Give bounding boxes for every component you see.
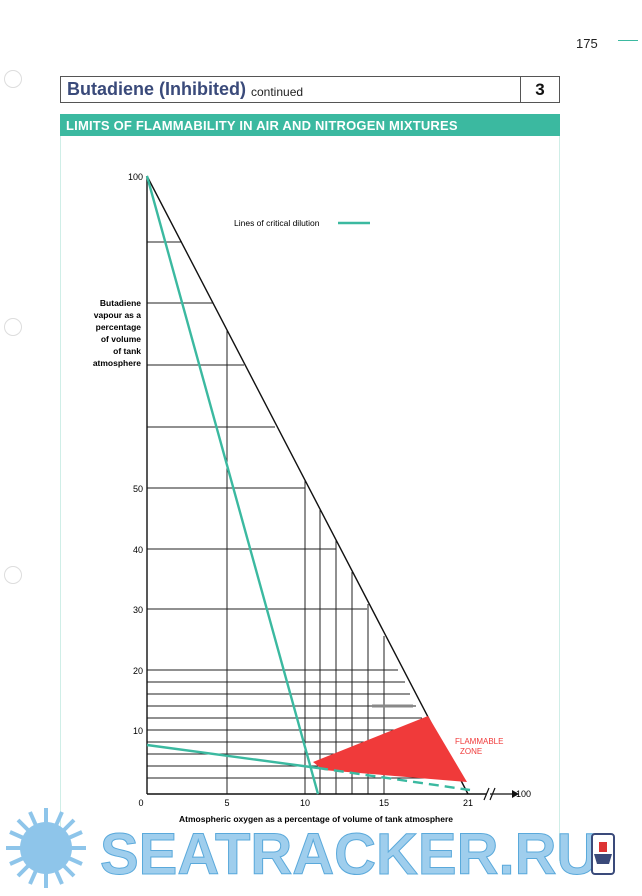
y-tick-label: 30	[133, 605, 143, 615]
punch-hole	[4, 70, 22, 88]
x-end-label: 100	[516, 789, 531, 799]
punch-hole	[4, 318, 22, 336]
legend-label: Lines of critical dilution	[234, 218, 320, 228]
arrow-right-icon	[512, 790, 519, 798]
grid-horizontal	[147, 241, 457, 779]
x-tick-labels: 0 5 10 15 21	[138, 798, 473, 808]
y-tick-label: 20	[133, 666, 143, 676]
page-title: Butadiene (Inhibited)	[67, 79, 246, 99]
page-subtitle: continued	[251, 84, 304, 99]
y-label-line: of tank	[113, 346, 141, 356]
x-tick-label: 5	[224, 798, 229, 808]
x-tick-label: 21	[463, 798, 473, 808]
critical-line-dashed	[317, 766, 471, 792]
diagonal-boundary	[146, 175, 469, 795]
x-axis-label: Atmospheric oxygen as a percentage of vo…	[179, 814, 453, 824]
section-number: 3	[520, 77, 559, 102]
margin-rule	[559, 136, 560, 861]
header-box: Butadiene (Inhibited) continued 3	[60, 76, 560, 103]
grid-vertical	[226, 330, 385, 794]
y-label-line: atmosphere	[93, 358, 141, 368]
margin-rule	[60, 136, 61, 861]
page-number: 175	[576, 36, 598, 51]
x-tick-label: 0	[138, 798, 143, 808]
y-tick-label: 10	[133, 726, 143, 736]
y-label-line: percentage	[96, 322, 142, 332]
y-tick-label: 50	[133, 484, 143, 494]
y-tick-labels: 100 50 40 30 20 10	[128, 172, 143, 736]
y-tick-label: 40	[133, 545, 143, 555]
critical-line-lower	[146, 743, 319, 770]
x-tick-label: 10	[300, 798, 310, 808]
y-tick-label: 100	[128, 172, 143, 182]
critical-dilution-lines	[145, 175, 471, 795]
y-label-line: vapour as a	[94, 310, 142, 320]
punch-hole	[4, 566, 22, 584]
y-label-line: of volume	[101, 334, 141, 344]
flammable-zone	[313, 716, 467, 782]
section-banner: LIMITS OF FLAMMABILITY IN AIR AND NITROG…	[60, 114, 560, 136]
x-tick-label: 15	[379, 798, 389, 808]
zone-label-line: FLAMMABLE	[455, 737, 503, 746]
y-label-line: Butadiene	[100, 298, 141, 308]
zone-label-line: ZONE	[460, 747, 482, 756]
y-axis-label: Butadiene vapour as a percentage of volu…	[93, 298, 141, 368]
critical-line-upper	[145, 175, 320, 795]
page-rule	[618, 40, 638, 41]
